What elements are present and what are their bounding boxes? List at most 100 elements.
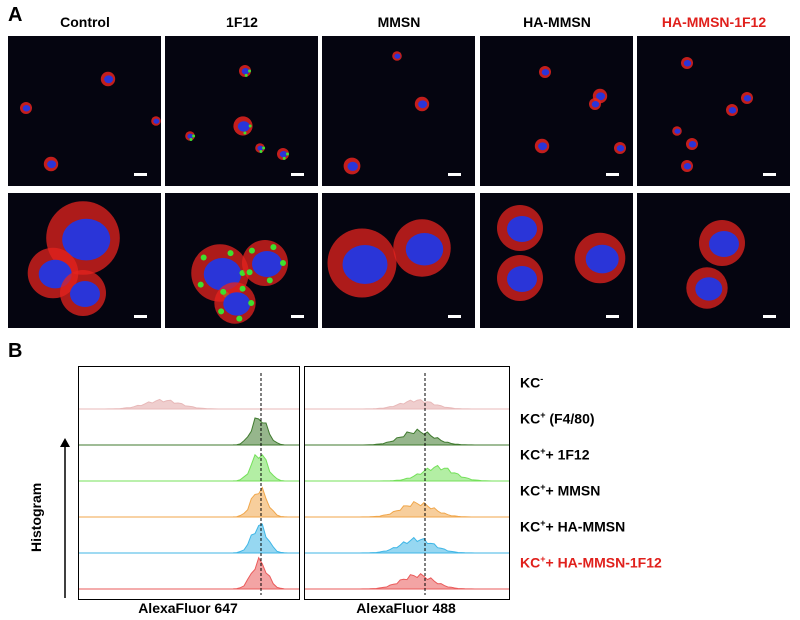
micrograph-overview-0 — [8, 36, 161, 186]
nucleus — [62, 218, 111, 261]
x-label-alexafluor-488: AlexaFluor 488 — [356, 600, 456, 616]
nucleus — [596, 92, 606, 101]
nucleus — [187, 133, 194, 139]
nucleus — [70, 281, 100, 307]
nucleus — [22, 105, 31, 112]
nucleus — [223, 292, 251, 316]
micrograph-overview-1 — [165, 36, 318, 186]
panel-b-letter: B — [8, 340, 23, 362]
scale-bar — [448, 173, 461, 176]
column-title-3: HA-MMSN — [523, 14, 591, 30]
histogram-peak-1 — [305, 428, 509, 446]
nucleus — [153, 118, 160, 124]
column-title-2: MMSN — [377, 14, 421, 30]
histogram-peak-0 — [305, 399, 509, 410]
micrograph-zoom-1 — [165, 193, 318, 328]
green-stain — [259, 149, 263, 153]
column-title-0: Control — [60, 14, 110, 30]
green-stain — [286, 152, 289, 156]
nucleus — [507, 216, 537, 242]
histogram-row-label-0: KC- — [520, 374, 544, 391]
scale-bar — [448, 315, 461, 318]
histogram-row-label-4: KC++ HA-MMSN — [520, 518, 626, 535]
nucleus — [743, 95, 752, 102]
green-stain — [248, 69, 251, 73]
scale-bar — [763, 173, 776, 176]
histogram-row-label-1: KC+ (F4/80) — [520, 410, 595, 427]
nucleus — [507, 266, 537, 292]
green-stain — [262, 146, 266, 150]
histogram-peak-4 — [79, 523, 299, 554]
micrograph-overview-4 — [637, 36, 790, 186]
green-stain — [248, 300, 255, 306]
scale-bar — [291, 173, 304, 176]
histogram-peak-5 — [79, 556, 299, 590]
green-stain — [270, 244, 277, 251]
green-stain — [220, 288, 227, 295]
micrograph-overview-3 — [480, 36, 633, 186]
scale-bar — [291, 315, 304, 318]
panel-a-letter: A — [8, 4, 23, 26]
nucleus — [541, 69, 550, 76]
histogram-peak-3 — [305, 500, 509, 518]
green-stain — [236, 315, 243, 322]
green-stain — [192, 134, 196, 138]
nucleus — [728, 107, 737, 114]
histogram-row-label-2: KC++ 1F12 — [520, 446, 590, 463]
micrograph-zoom-4 — [637, 193, 790, 328]
histogram-peak-3 — [79, 486, 299, 518]
nucleus — [257, 145, 264, 151]
nucleus — [688, 141, 697, 148]
nucleus — [47, 160, 57, 169]
histogram-peak-5 — [305, 573, 509, 590]
green-stain — [227, 250, 234, 257]
nucleus — [709, 231, 739, 257]
green-stain — [218, 308, 225, 315]
green-stain — [200, 254, 207, 261]
histogram-peak-2 — [79, 453, 299, 482]
histogram-frame-alexafluor-488 — [304, 366, 510, 600]
nucleus — [538, 142, 548, 151]
green-stain — [244, 73, 248, 77]
green-stain — [282, 156, 286, 160]
scale-bar — [606, 315, 619, 318]
micrograph-zoom-0 — [8, 193, 161, 328]
histogram-peak-1 — [79, 417, 299, 446]
nucleus — [279, 151, 288, 158]
histogram-row-label-3: KC++ MMSN — [520, 482, 601, 499]
histogram-y-label: Histogram — [28, 482, 44, 552]
green-stain — [266, 277, 273, 284]
nucleus — [237, 121, 250, 132]
histogram-peak-2 — [305, 464, 509, 482]
nucleus — [405, 233, 444, 266]
green-stain — [189, 137, 193, 141]
nucleus — [347, 161, 358, 171]
micrograph-zoom-3 — [480, 193, 633, 328]
nucleus — [418, 100, 428, 109]
nucleus — [674, 128, 681, 134]
column-title-1: 1F12 — [226, 14, 258, 30]
histogram-frame-alexafluor-647 — [78, 366, 300, 600]
nucleus — [616, 145, 625, 152]
nucleus — [683, 163, 692, 170]
scale-bar — [606, 173, 619, 176]
nucleus — [342, 245, 388, 284]
histogram-row-label-5: KC++ HA-MMSN-1F12 — [520, 554, 662, 571]
nucleus — [241, 68, 250, 75]
nucleus — [683, 60, 692, 67]
green-stain — [243, 131, 247, 135]
micrograph-overview-2 — [322, 36, 475, 186]
nucleus — [394, 53, 401, 59]
column-title-4: HA-MMSN-1F12 — [661, 14, 767, 30]
nucleus — [585, 244, 619, 274]
green-stain — [246, 269, 253, 276]
nucleus — [591, 101, 600, 108]
green-stain — [248, 124, 252, 128]
green-stain — [239, 285, 246, 292]
green-stain — [248, 247, 255, 254]
green-stain — [197, 281, 204, 288]
micrograph-zoom-2 — [322, 193, 475, 328]
scale-bar — [134, 315, 147, 318]
nucleus — [695, 277, 723, 301]
scale-bar — [134, 173, 147, 176]
